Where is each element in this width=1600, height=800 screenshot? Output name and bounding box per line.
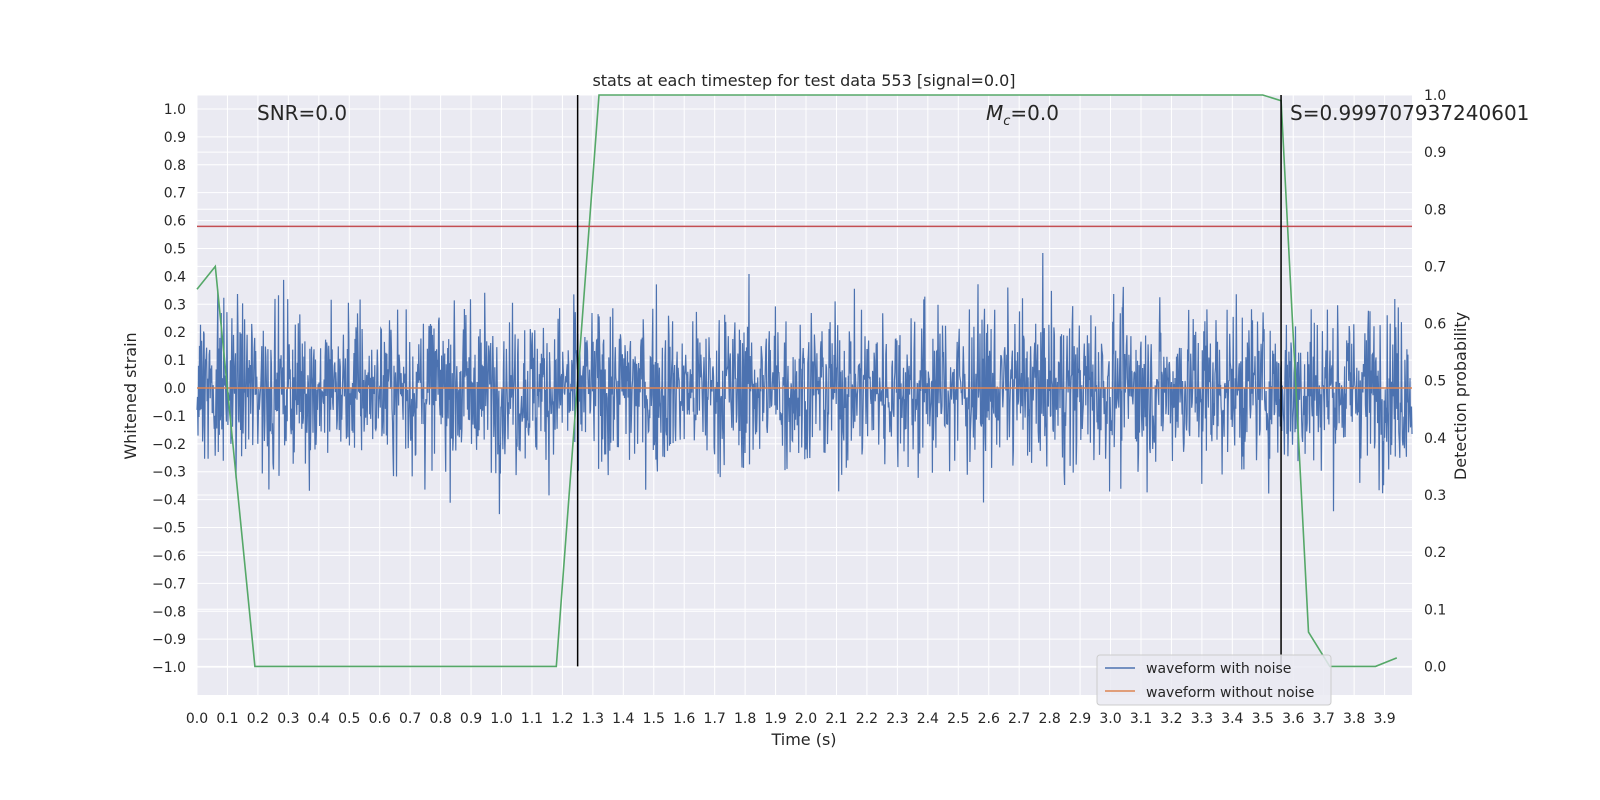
y2-tick-label: 0.1 [1424,602,1446,618]
x-tick-label: 0.9 [460,711,482,727]
x-tick-label: 3.0 [1099,711,1121,727]
noisy-waveform-line [196,252,1413,515]
y2-axis-label: Detection probability [1451,312,1470,480]
y-tick-label: 0.5 [164,241,186,257]
x-tick-label: 1.8 [734,711,756,727]
x-tick-label: 1.6 [673,711,695,727]
y-tick-label: 0.2 [164,325,186,341]
x-tick-label: 0.4 [308,711,330,727]
y-tick-label: 1.0 [164,102,186,118]
x-tick-label: 2.9 [1069,711,1091,727]
x-tick-label: 1.9 [764,711,786,727]
y-tick-label: −0.9 [152,632,186,648]
y2-tick-label: 0.7 [1424,259,1446,275]
y-tick-label: −1.0 [152,660,186,676]
x-tick-label: 1.3 [582,711,604,727]
x-tick-label: 0.1 [216,711,238,727]
x-tick-label: 2.3 [886,711,908,727]
y-tick-label: −0.7 [152,576,186,592]
y2-tick-label: 0.3 [1424,488,1446,504]
x-tick-label: 2.1 [825,711,847,727]
x-tick-label: 0.3 [277,711,299,727]
x-tick-label: 3.3 [1191,711,1213,727]
x-tick-label: 3.2 [1160,711,1182,727]
x-tick-label: 1.5 [643,711,665,727]
x-tick-label: 2.2 [856,711,878,727]
y2-tick-label: 0.9 [1424,145,1446,161]
x-tick-label: 2.0 [795,711,817,727]
y-tick-label: −0.4 [152,493,186,509]
y2-tick-label: 0.6 [1424,317,1446,333]
y2-tick-label: 1.0 [1424,88,1446,104]
y-tick-label: −0.5 [152,521,186,537]
y-tick-label: −0.6 [152,548,186,564]
y2-tick-label: 0.2 [1424,545,1446,561]
y-tick-label: 0.8 [164,158,186,174]
x-tick-label: 1.4 [612,711,634,727]
legend: waveform with noise waveform without noi… [1096,654,1332,706]
detection-probability-line [196,94,1398,668]
y-tick-label: 0.0 [164,381,186,397]
x-tick-label: 1.7 [704,711,726,727]
x-axis-label: Time (s) [770,730,836,749]
legend-label-noise: waveform with noise [1146,661,1291,677]
mc-annotation: Mc=0.0 [986,101,1059,129]
mc-subscript: c [1003,114,1010,129]
y-tick-label: 0.7 [164,186,186,202]
chart-title: stats at each timestep for test data 553… [592,71,1015,90]
snr-annotation: SNR=0.0 [257,101,347,125]
x-tick-label: 2.6 [978,711,1000,727]
y-tick-label: −0.1 [152,409,186,425]
x-tick-label: 3.9 [1373,711,1395,727]
x-tick-label: 3.8 [1343,711,1365,727]
series-layer [196,94,1413,668]
s-annotation: S=0.999707937240601 [1290,101,1529,125]
overlay-layer [197,95,1412,667]
x-tick-label: 2.8 [1038,711,1060,727]
x-tick-label: 2.7 [1008,711,1030,727]
x-tick-label: 2.5 [947,711,969,727]
legend-label-clean: waveform without noise [1146,685,1314,701]
x-tick-label: 3.1 [1130,711,1152,727]
x-tick-label: 0.6 [369,711,391,727]
y-tick-label: 0.9 [164,130,186,146]
y-tick-label: −0.2 [152,437,186,453]
mc-value: =0.0 [1010,101,1059,125]
y-tick-label: −0.8 [152,604,186,620]
y-tick-label: 0.4 [164,269,186,285]
x-tick-label: 3.7 [1313,711,1335,727]
x-tick-label: 0.0 [186,711,208,727]
y-axis-label: Whitened strain [121,332,140,459]
x-tick-label: 2.4 [917,711,939,727]
x-tick-label: 0.2 [247,711,269,727]
y-tick-label: −0.3 [152,465,186,481]
x-tick-label: 3.4 [1221,711,1243,727]
tick-layer: 0.0 0.1 0.2 0.3 0.4 0.5 0.6 0.7 0.8 0.9 1.0 1.1 1.2 1… [152,88,1446,727]
legend-box [1096,654,1332,706]
y-tick-label: 0.6 [164,214,186,230]
y-tick-label: 0.3 [164,297,186,313]
mc-symbol: M [986,101,1003,125]
x-tick-label: 1.0 [490,711,512,727]
y2-tick-label: 0.0 [1424,659,1446,675]
x-tick-label: 1.1 [521,711,543,727]
y2-tick-label: 0.8 [1424,202,1446,218]
x-tick-label: 0.8 [429,711,451,727]
x-tick-label: 1.2 [551,711,573,727]
y2-tick-label: 0.4 [1424,431,1446,447]
y2-tick-label: 0.5 [1424,374,1446,390]
x-tick-label: 0.7 [399,711,421,727]
y-tick-label: 0.1 [164,353,186,369]
x-tick-label: 3.5 [1252,711,1274,727]
x-tick-label: 3.6 [1282,711,1304,727]
x-tick-label: 0.5 [338,711,360,727]
